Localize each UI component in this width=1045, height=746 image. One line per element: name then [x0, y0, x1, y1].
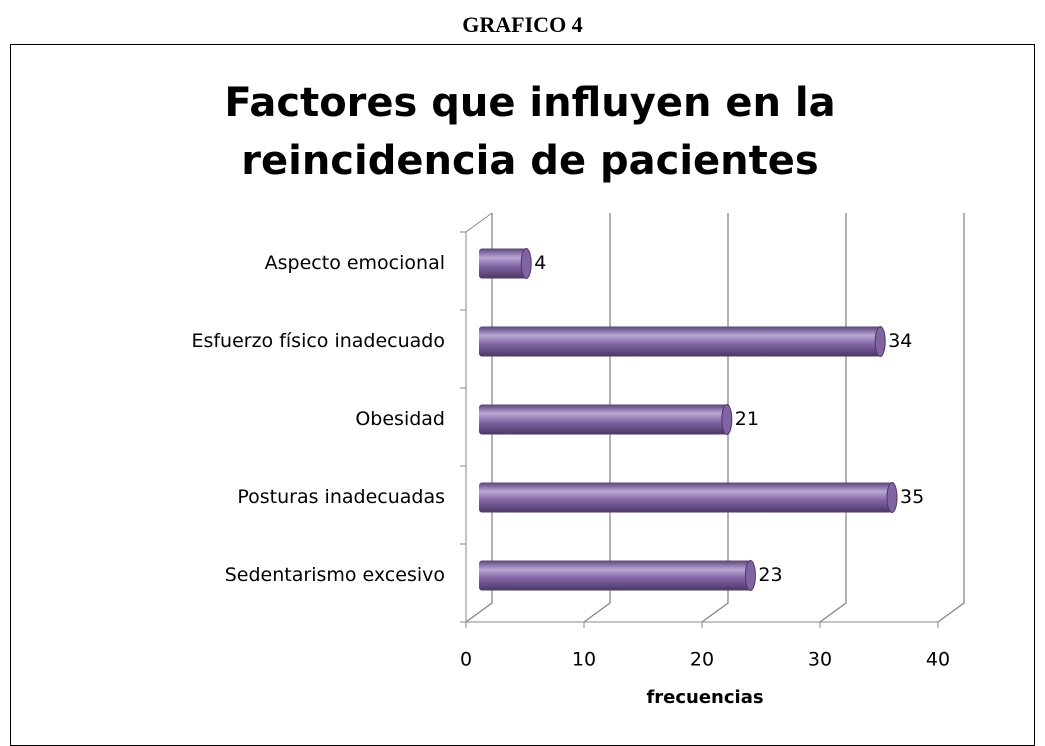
- bar: [479, 248, 532, 279]
- data-label: 4: [534, 252, 546, 274]
- heading: GRAFICO 4: [462, 12, 583, 37]
- grid-line: [819, 213, 847, 623]
- x-tick-label: 40: [926, 649, 950, 671]
- y-tick-label: Aspecto emocional: [265, 252, 445, 274]
- y-tick-label: Obesidad: [355, 408, 445, 430]
- bar: [479, 404, 733, 435]
- x-axis-label: frecuencias: [646, 687, 763, 708]
- x-tick-label: 30: [808, 649, 832, 671]
- x-tick-label: 0: [460, 649, 472, 671]
- bar: [479, 482, 898, 513]
- y-tick-label: Sedentarismo excesivo: [225, 564, 445, 586]
- y-tick-label: Esfuerzo físico inadecuado: [191, 330, 445, 352]
- x-tick-label: 20: [690, 649, 714, 671]
- data-label: 21: [735, 408, 759, 430]
- axis-line: [465, 212, 493, 233]
- data-label: 34: [888, 330, 912, 352]
- chart-title: Factores que influyen en la reincidencia…: [224, 80, 836, 184]
- data-label: 23: [758, 564, 782, 586]
- bar: [479, 326, 886, 357]
- grid-line: [937, 213, 965, 623]
- x-tick-label: 10: [572, 649, 596, 671]
- bar: [479, 560, 756, 591]
- data-label: 35: [900, 486, 924, 508]
- y-tick-label: Posturas inadecuadas: [237, 486, 445, 508]
